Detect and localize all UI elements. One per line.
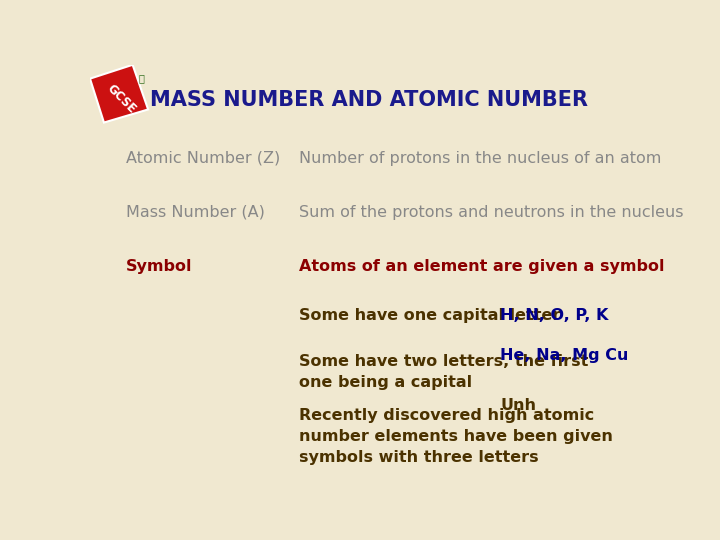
Text: GCSE: GCSE xyxy=(104,82,138,116)
Text: H, N, O, P, K: H, N, O, P, K xyxy=(500,308,608,323)
Text: Number of protons in the nucleus of an atom: Number of protons in the nucleus of an a… xyxy=(300,151,662,166)
Text: Symbol: Symbol xyxy=(126,259,193,274)
Text: Atomic Number (Z): Atomic Number (Z) xyxy=(126,151,281,166)
Text: Atoms of an element are given a symbol: Atoms of an element are given a symbol xyxy=(300,259,665,274)
Text: Mass Number (A): Mass Number (A) xyxy=(126,205,265,220)
Text: 🌲: 🌲 xyxy=(138,73,144,83)
Text: Unh: Unh xyxy=(500,399,536,413)
Text: Some have one capital letter: Some have one capital letter xyxy=(300,308,561,323)
Text: Sum of the protons and neutrons in the nucleus: Sum of the protons and neutrons in the n… xyxy=(300,205,684,220)
Polygon shape xyxy=(90,65,148,123)
Text: MASS NUMBER AND ATOMIC NUMBER: MASS NUMBER AND ATOMIC NUMBER xyxy=(150,90,588,110)
Text: He, Na, Mg Cu: He, Na, Mg Cu xyxy=(500,348,629,363)
Text: Some have two letters, the first
one being a capital: Some have two letters, the first one bei… xyxy=(300,354,589,390)
Text: Recently discovered high atomic
number elements have been given
symbols with thr: Recently discovered high atomic number e… xyxy=(300,408,613,465)
